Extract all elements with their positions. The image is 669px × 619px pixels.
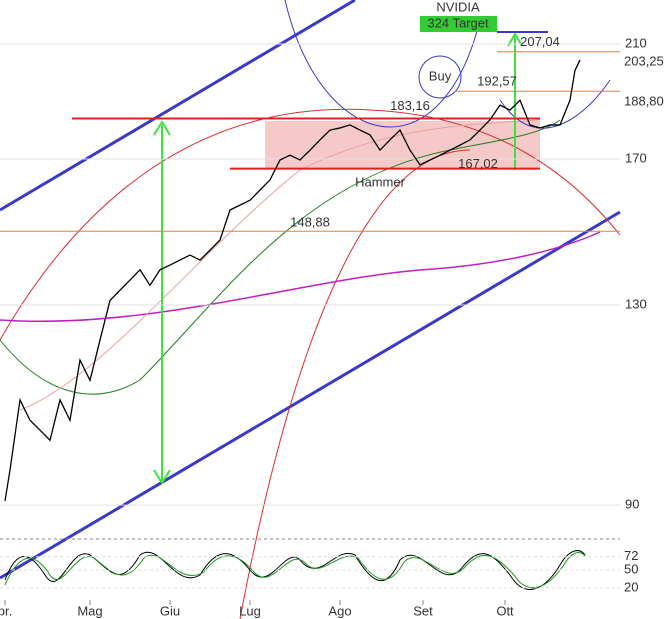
y-tick-label: 130 bbox=[625, 296, 647, 311]
x-tick-label: pr. bbox=[0, 603, 12, 618]
arc bbox=[284, 0, 481, 128]
y-tick-label: 90 bbox=[625, 497, 639, 512]
chart-title: NVIDIA bbox=[436, 0, 480, 14]
buy-circle bbox=[418, 55, 462, 99]
ma-50 bbox=[0, 119, 561, 395]
arrow-head bbox=[507, 32, 523, 47]
x-tick-label: Mag bbox=[77, 603, 102, 618]
level-label: 167,02 bbox=[458, 156, 498, 171]
x-tick-label: Lug bbox=[239, 603, 261, 618]
y-tick-label: 170 bbox=[625, 150, 647, 165]
ma-20 bbox=[19, 119, 541, 411]
x-tick-label: Giu bbox=[160, 603, 180, 618]
level-label: 207,04 bbox=[520, 34, 560, 49]
ma-200 bbox=[0, 231, 601, 323]
x-tick-label: Ago bbox=[328, 603, 351, 618]
price-tag: 188,80 bbox=[624, 93, 664, 108]
price-line bbox=[4, 59, 581, 502]
oscillator-k bbox=[4, 550, 586, 590]
osc-tick-label: 20 bbox=[624, 579, 638, 594]
range-box bbox=[265, 121, 540, 168]
annotation: 324 Target bbox=[427, 15, 489, 30]
y-tick-label: 210 bbox=[625, 35, 647, 50]
annotation: Buy bbox=[429, 68, 452, 83]
annotation: Hammer bbox=[355, 174, 406, 189]
osc-tick-label: 72 bbox=[624, 548, 638, 563]
channel-line bbox=[0, 210, 621, 580]
level-label: 148,88 bbox=[290, 215, 330, 230]
target-box bbox=[420, 16, 497, 32]
x-tick-label: Ott bbox=[496, 603, 514, 618]
level-label: 183,16 bbox=[390, 98, 430, 113]
arrow-head bbox=[153, 120, 171, 485]
osc-tick-label: 50 bbox=[624, 561, 638, 576]
envelope bbox=[0, 108, 621, 341]
price-tag: 203,25 bbox=[624, 53, 664, 68]
x-tick-label: Set bbox=[413, 603, 433, 618]
level-label: 192,57 bbox=[477, 74, 517, 89]
